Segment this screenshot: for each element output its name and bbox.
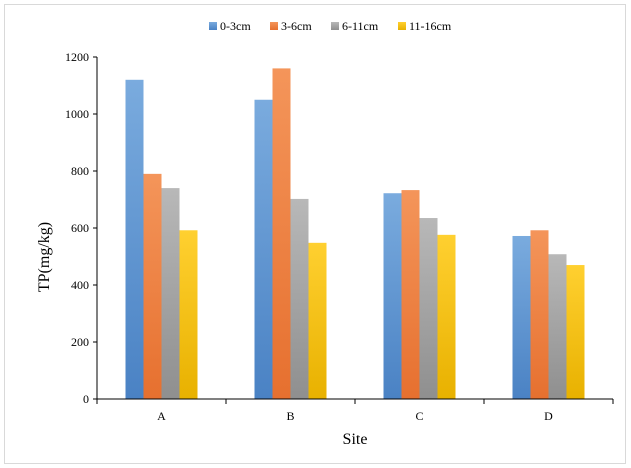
bar-D-0-3cm	[512, 235, 531, 399]
y-tick-label: 600	[71, 221, 89, 235]
legend-swatch	[398, 22, 406, 30]
bar-C-3-6cm	[401, 190, 420, 399]
bar-A-3-6cm	[143, 173, 162, 399]
x-axis-title: Site	[343, 431, 368, 448]
x-tick-label: C	[415, 409, 423, 423]
bars	[125, 68, 585, 400]
bar-D-6-11cm	[548, 254, 567, 399]
y-tick-label: 1000	[65, 107, 89, 121]
y-tick-label: 400	[71, 278, 89, 292]
bar-B-6-11cm	[290, 198, 309, 399]
legend-label: 11-16cm	[409, 19, 452, 33]
y-tick-label: 1200	[65, 50, 89, 64]
y-axis: 0 200 400 600 800 1000 1200	[65, 50, 98, 406]
bar-C-6-11cm	[419, 218, 438, 399]
legend-label: 3-6cm	[281, 19, 312, 33]
bar-C-11-16cm	[437, 234, 456, 399]
y-axis-title: TP(mg/kg)	[36, 222, 53, 292]
legend-swatch	[270, 22, 278, 30]
legend-swatch	[209, 22, 217, 30]
x-axis: A B C D	[96, 398, 614, 423]
bar-B-3-6cm	[272, 68, 291, 400]
y-tick-label: 800	[71, 164, 89, 178]
legend: 0-3cm 3-6cm 6-11cm 11-16cm	[209, 19, 452, 33]
x-tick-label: B	[286, 409, 294, 423]
bar-A-0-3cm	[125, 79, 144, 400]
bar-D-3-6cm	[530, 230, 549, 399]
legend-label: 6-11cm	[342, 19, 379, 33]
bar-B-0-3cm	[254, 99, 273, 399]
bar-A-11-16cm	[179, 230, 198, 399]
bar-C-0-3cm	[383, 193, 402, 399]
bar-B-11-16cm	[308, 242, 327, 399]
legend-label: 0-3cm	[220, 19, 251, 33]
bar-D-11-16cm	[566, 265, 585, 399]
legend-swatch	[331, 22, 339, 30]
bar-A-6-11cm	[161, 188, 180, 399]
y-tick-label: 0	[83, 392, 89, 406]
y-tick-label: 200	[71, 335, 89, 349]
x-tick-label: A	[157, 409, 166, 423]
x-tick-label: D	[544, 409, 553, 423]
